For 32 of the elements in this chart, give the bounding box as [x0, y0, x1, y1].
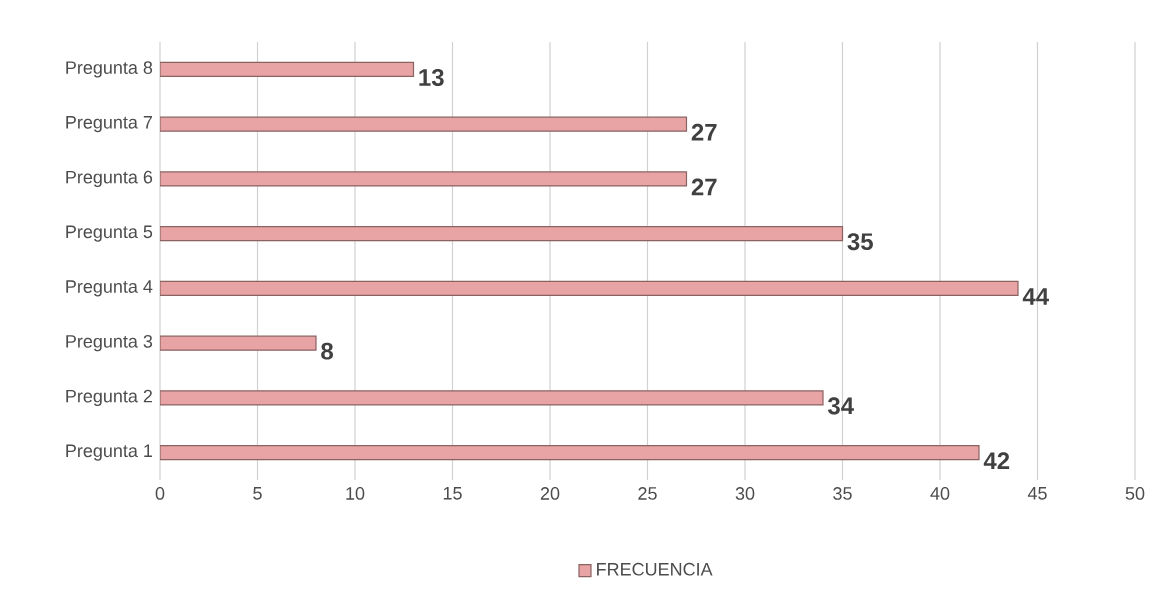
y-tick-label: Pregunta 5: [66, 225, 153, 242]
y-tick-label: Pregunta 6: [66, 170, 153, 188]
data-label: 34: [827, 397, 854, 415]
bar: [160, 445, 980, 461]
x-tick-label: 35: [833, 487, 852, 500]
data-label: 8: [321, 342, 334, 360]
x-tick-label: 25: [638, 487, 657, 500]
bar: [160, 280, 1019, 296]
x-tick-label: 20: [540, 487, 560, 500]
y-tick-label: Pregunta 4: [66, 280, 153, 297]
y-tick-label: Pregunta 8: [66, 61, 153, 78]
data-label: 35: [847, 233, 873, 251]
bar: [160, 61, 415, 77]
x-tick-label: 50: [1125, 487, 1145, 500]
x-tick-label: 5: [253, 487, 262, 500]
x-tick-label: 15: [443, 487, 462, 500]
data-label: 42: [983, 452, 1010, 470]
x-tick-label: 40: [930, 487, 950, 500]
x-tick-label: 0: [155, 487, 165, 500]
x-tick-label: 45: [1027, 487, 1047, 500]
legend-label: FRECUENCIA: [597, 562, 713, 576]
x-tick-label: 10: [346, 487, 365, 500]
y-tick-label: Pregunta 3: [66, 334, 153, 352]
data-label: 44: [1022, 288, 1049, 305]
bar: [160, 226, 844, 242]
x-tick-label: 30: [735, 487, 755, 500]
y-tick-label: Pregunta 2: [66, 389, 152, 407]
data-label: 13: [419, 68, 444, 86]
y-tick-label: Pregunta 1: [66, 444, 153, 461]
y-tick-label: Pregunta 7: [66, 116, 152, 133]
data-label: 27: [691, 123, 717, 141]
data-label: 27: [691, 178, 717, 196]
